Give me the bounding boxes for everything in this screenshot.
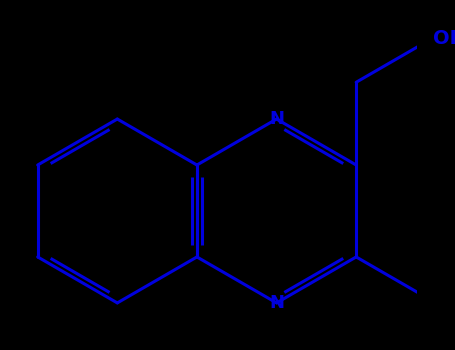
Text: N: N bbox=[269, 294, 284, 312]
Text: OH: OH bbox=[434, 29, 455, 48]
Text: N: N bbox=[269, 110, 284, 128]
